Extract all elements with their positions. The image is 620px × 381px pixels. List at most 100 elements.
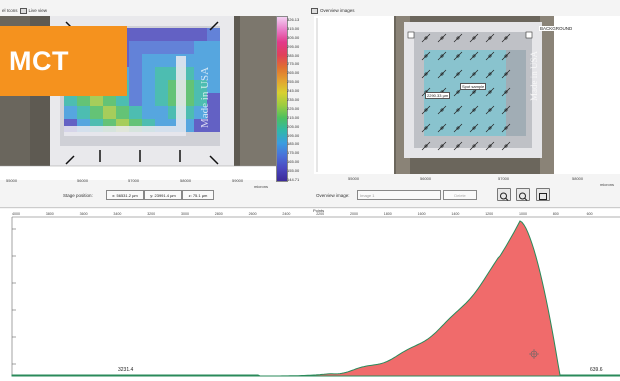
spectrum-top-tick: 3400: [113, 212, 122, 216]
heatmap-cell: [155, 80, 168, 93]
tab-overview-images[interactable]: Overview images: [320, 8, 355, 13]
colorbar-label: 285.00: [287, 52, 300, 58]
x-tick: 55000: [348, 176, 360, 181]
heatmap-cell: [64, 93, 77, 106]
heatmap-cell: [103, 106, 116, 119]
spectrum-curve: [11, 220, 620, 377]
colorbar-label: 205.00: [287, 123, 300, 129]
divider: [0, 207, 620, 208]
spectrum-top-tick: 2000: [350, 212, 358, 216]
heatmap-cell: [207, 54, 220, 67]
heatmap-cell: [116, 93, 129, 106]
overview-image[interactable]: [314, 16, 620, 174]
spectrum-top-tick: 3600: [79, 212, 88, 216]
heatmap-cell: [129, 67, 142, 80]
tab-bar-left: el Icons Live view: [2, 6, 47, 15]
tab-bar-right: Overview images: [311, 6, 355, 15]
tab-live-view[interactable]: Live view: [28, 8, 48, 13]
heatmap-cell: [194, 93, 207, 106]
heatmap-cell: [155, 93, 168, 106]
made-in-usa-watermark: Made in USA: [199, 66, 211, 128]
grid-marker: [501, 51, 511, 61]
colorbar-label: 195.00: [287, 132, 300, 138]
colorbar-label: 275.00: [287, 61, 300, 67]
fit-view-icon: [539, 193, 547, 200]
colorbar-label: 255.00: [287, 79, 300, 85]
spectrum-panel[interactable]: Points 4000 3800 3600 3400 3200 3000 2800 2600 2…: [0, 208, 620, 381]
heatmap-cell: [64, 106, 77, 119]
spectrum-left-ticks: [12, 228, 16, 365]
spectrum-top-tick: 2400: [282, 212, 291, 216]
stage-position-label: Stage position:: [63, 193, 93, 198]
zoom-out-button[interactable]: [516, 188, 530, 201]
heatmap-cell: [181, 41, 194, 54]
colorbar: [276, 16, 288, 182]
heatmap-cell: [90, 106, 103, 119]
heatmap-cell: [116, 106, 129, 119]
heatmap-cell: [194, 80, 207, 93]
grid-marker: [437, 69, 447, 79]
spectrum-right-value: 639.6: [590, 367, 603, 373]
heatmap-cell: [194, 106, 207, 119]
zoom-in-button[interactable]: [497, 188, 511, 201]
grid-marker: [501, 141, 511, 151]
colorbar-label: 215.00: [287, 114, 300, 120]
grid-marker: [469, 69, 479, 79]
spectrum-top-tick: 4000: [12, 212, 20, 216]
background-label: BACKGROUND: [539, 26, 574, 31]
tab-left-prefix[interactable]: el Icons: [2, 8, 18, 13]
heatmap-cell: [142, 54, 155, 67]
spectrum-x-title: Points: [313, 208, 325, 213]
grid-marker: [485, 123, 495, 133]
x-tick: 57000: [128, 178, 140, 183]
heatmap-cell: [103, 93, 116, 106]
heatmap-cell: [168, 41, 181, 54]
colorbar-label: 165.00: [287, 159, 300, 165]
heatmap-cell: [207, 106, 220, 119]
heatmap-cell: [142, 106, 155, 119]
delete-button[interactable]: Delete: [443, 190, 477, 200]
x-tick: 58000: [180, 178, 192, 183]
colorbar-label: 225.00: [287, 105, 300, 111]
grid-marker: [469, 141, 479, 151]
fit-view-button[interactable]: [536, 188, 550, 201]
grid-marker: [421, 141, 431, 151]
heatmap-cell: [155, 41, 168, 54]
spectrum-top-tick: 2800: [214, 212, 223, 216]
grid-marker: [485, 141, 495, 151]
heatmap-cell: [168, 28, 181, 41]
spectrum-top-tick: 800: [552, 212, 559, 216]
grid-marker: [453, 69, 463, 79]
heatmap-cell: [155, 54, 168, 67]
heatmap-cell: [142, 80, 155, 93]
spectrum-top-tick: 2200: [316, 212, 325, 216]
grid-marker: [453, 141, 463, 151]
grid-marker: [453, 33, 463, 43]
spectrum-top-tick: 2600: [248, 212, 257, 216]
colorbar-label: 175.00: [287, 150, 300, 156]
colorbar-label: 265.00: [287, 70, 300, 76]
grid-marker: [421, 105, 431, 115]
heatmap-cell: [207, 93, 220, 106]
spectrum-top-tick: 3000: [181, 212, 189, 216]
grid-marker: [501, 87, 511, 97]
heatmap-cell: [194, 28, 207, 41]
x-unit: microns: [600, 182, 615, 187]
cursor-crosshair-icon[interactable]: [529, 349, 539, 359]
heatmap-cell: [207, 67, 220, 80]
grid-marker: [437, 51, 447, 61]
grid-marker: [453, 51, 463, 61]
grid-marker: [437, 105, 447, 115]
heatmap-cell: [142, 67, 155, 80]
mct-logo: MCT: [0, 26, 127, 96]
grid-marker: [501, 105, 511, 115]
heatmap-cell: [194, 54, 207, 67]
heatmap-cell: [129, 80, 142, 93]
x-tick: 59000: [232, 178, 244, 183]
zoom-out-icon: [519, 192, 526, 200]
grid-marker: [485, 105, 495, 115]
spot-sample-label: Spot sample: [460, 83, 487, 90]
grid-marker: [453, 123, 463, 133]
overview-image-select[interactable]: Image 1: [357, 190, 441, 200]
heatmap-cell: [207, 80, 220, 93]
